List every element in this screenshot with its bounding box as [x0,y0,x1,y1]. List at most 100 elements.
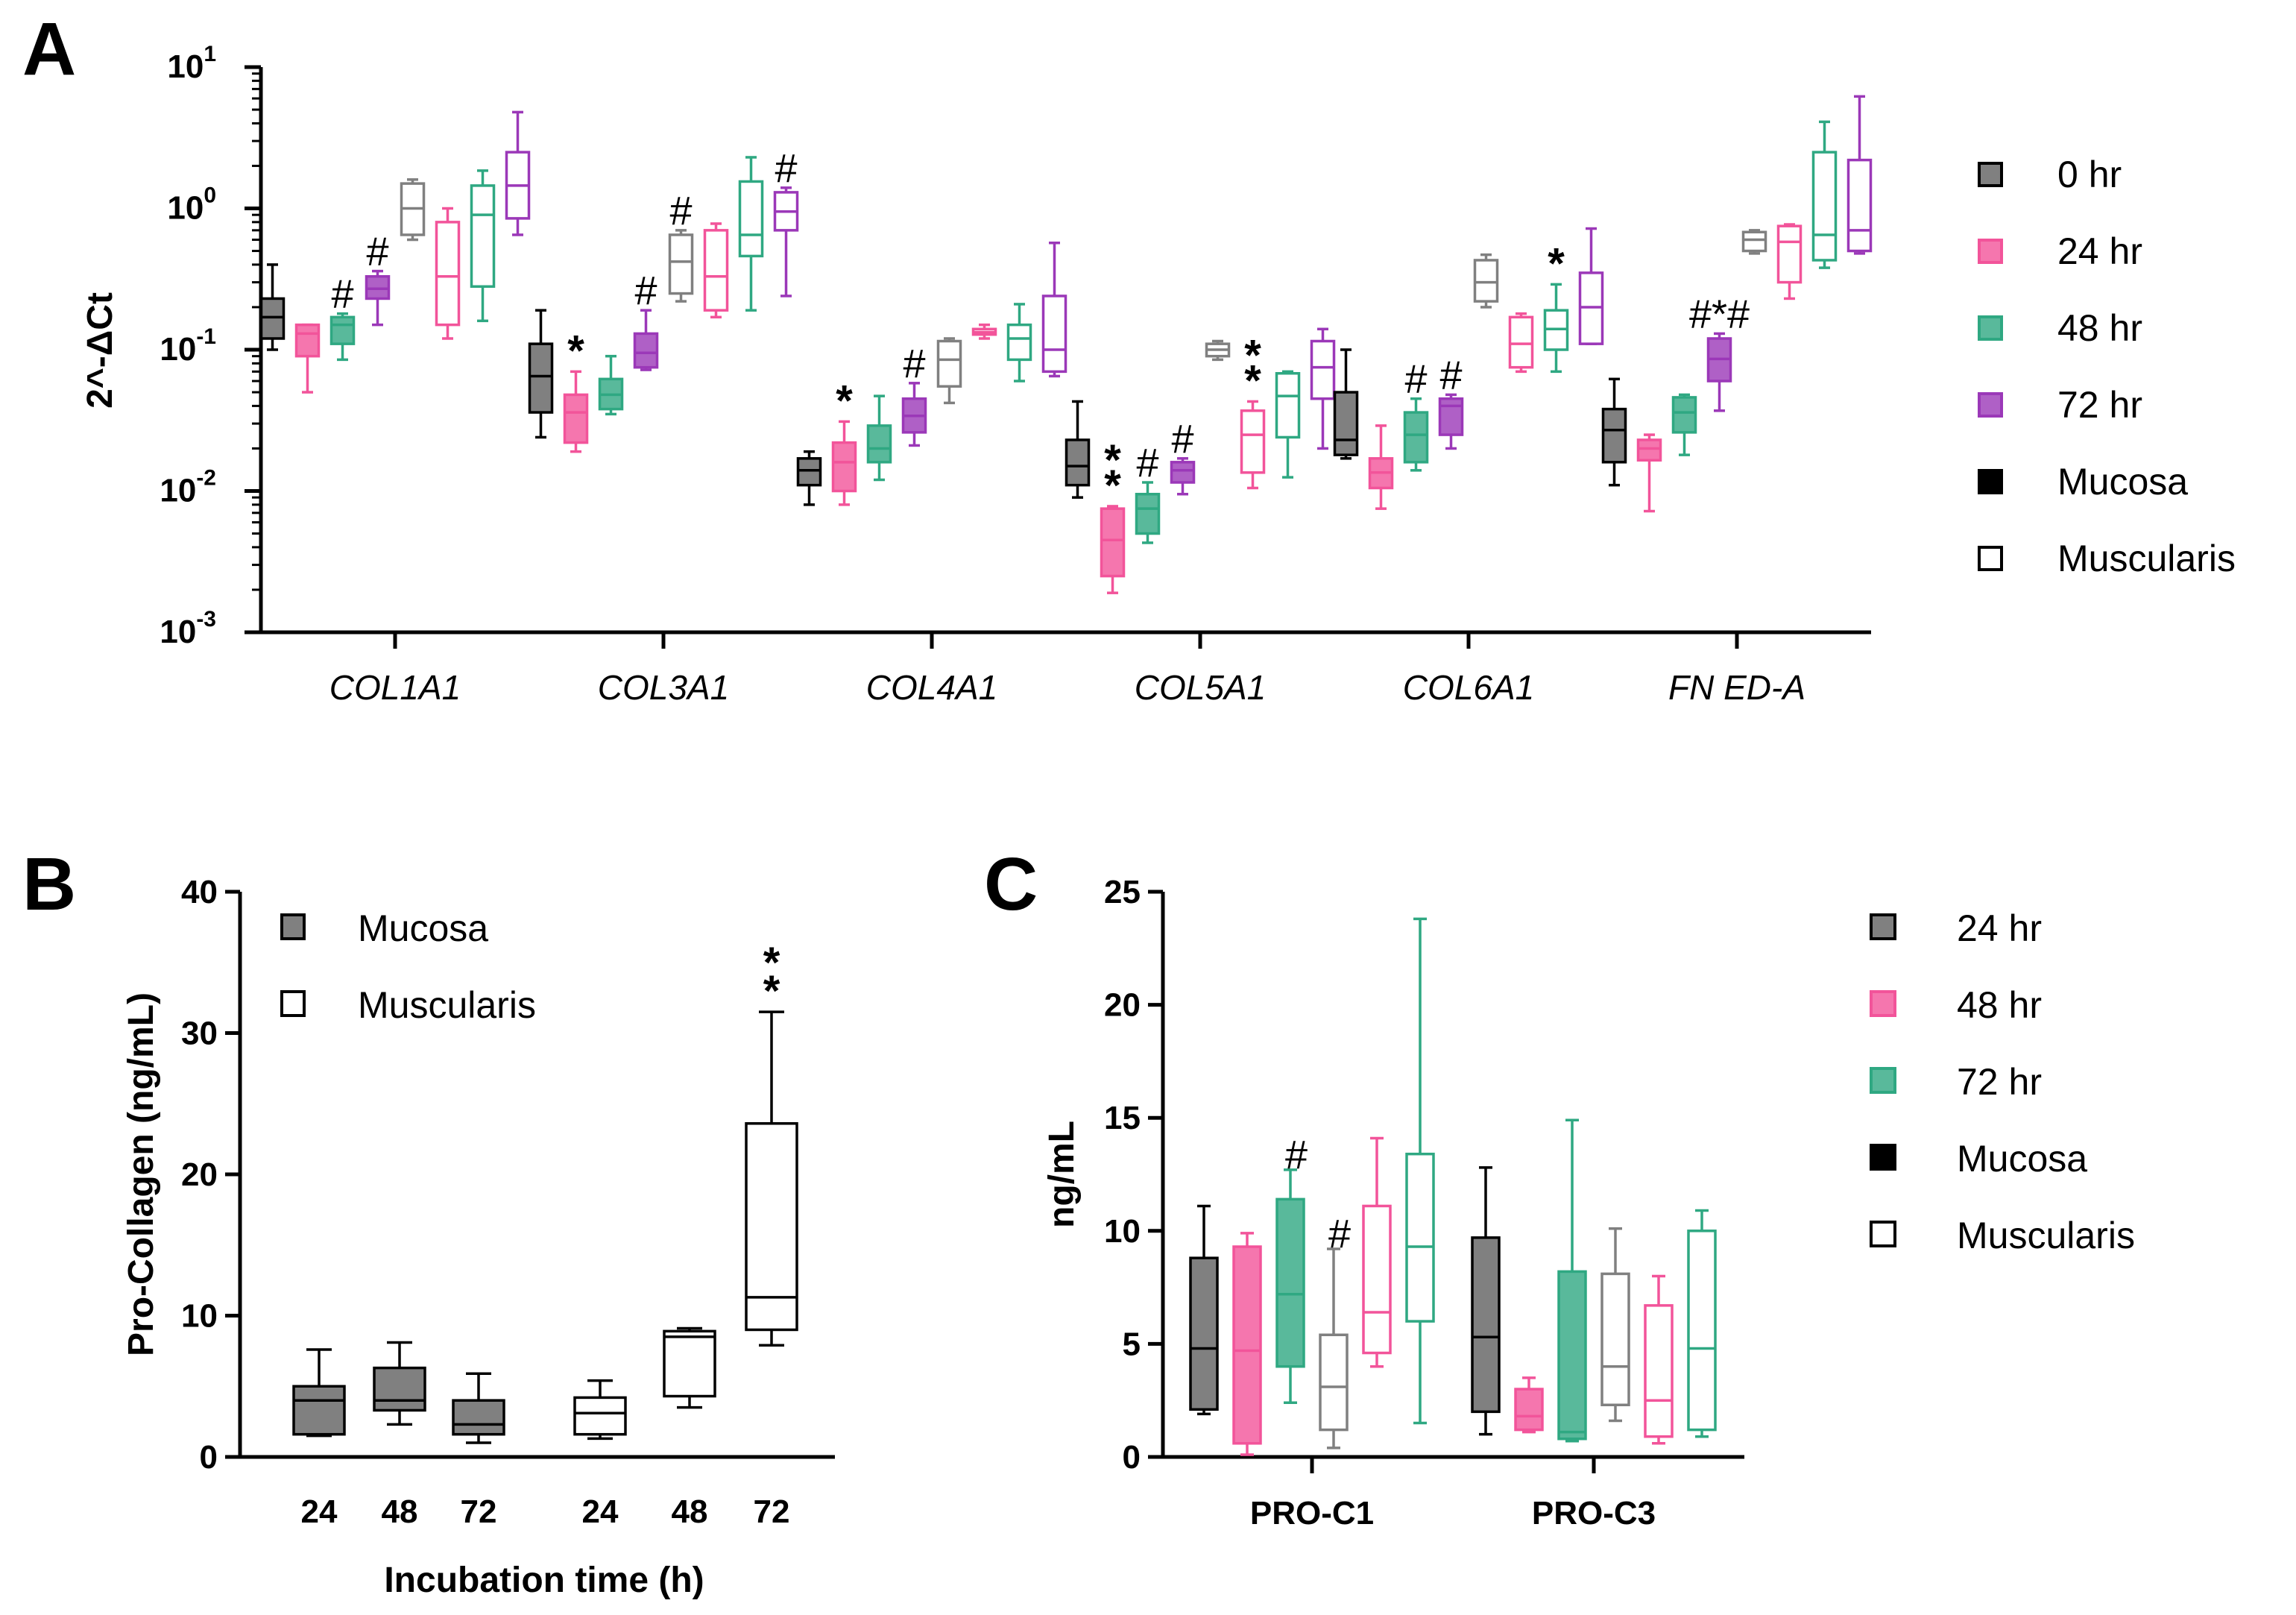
box-pro-c3-4 [1644,1274,1674,1445]
y-tick-exponent: -1 [196,324,216,349]
box-col3a1-1 [563,370,589,453]
box-pro-c3-0 [1471,1166,1501,1436]
y-tick-label: 0 [200,1439,218,1476]
y-tick-label: 10-1 [160,324,216,368]
legend-swatch [1978,469,2003,494]
box-col6a1-0 [1333,348,1359,460]
legend-swatch [1870,1067,1896,1094]
box-fn-ed-a-0 [1601,377,1627,487]
box-col6a1-5 [1508,312,1534,374]
box-pro-c3-3 [1600,1227,1630,1423]
box-iqr [1438,397,1464,436]
significance-marker: * [1104,462,1121,510]
significance-marker: # [1136,441,1158,485]
box-pro-c1-3 [1319,1247,1349,1449]
box-iqr [1671,396,1697,434]
significance-marker: # [331,272,353,317]
box-col4a1-2 [866,394,892,482]
legend-swatch [280,913,306,940]
box-col6a1-1 [1368,424,1394,510]
box-pro-c3-5 [1687,1209,1717,1438]
box-muscularis-72 [745,1010,798,1347]
significance-marker: * [836,377,853,425]
significance-marker: #*# [1689,292,1750,336]
significance-marker: * [763,939,780,987]
x-axis-title: Incubation time (h) [384,1561,704,1600]
panel-c-label: C [984,843,1038,926]
box-iqr [1170,461,1196,484]
box-iqr [1514,1388,1544,1432]
box-iqr [1557,1270,1587,1441]
box-iqr [1644,1304,1674,1438]
legend-label: Muscularis [1957,1215,2135,1256]
y-tick-label: 25 [1104,874,1141,910]
y-axis-title: 2^-ΔCt [81,292,120,409]
x-tick-label: COL5A1 [1135,668,1266,707]
box-col3a1-5 [703,222,729,319]
box-pro-c1-1 [1232,1232,1262,1456]
box-iqr [1471,1236,1501,1414]
legend-label: 72 hr [1957,1061,2042,1103]
box-iqr [1232,1245,1262,1445]
legend-label: 24 hr [2057,230,2142,272]
x-tick-label: PRO-C3 [1532,1495,1656,1531]
legend-swatch [1978,546,2003,571]
box-col4a1-3 [901,382,927,447]
x-tick-label: COL1A1 [329,668,461,707]
box-iqr [1846,158,1873,253]
significance-marker: * [1548,239,1565,288]
legend-label: 48 hr [2057,307,2142,349]
significance-marker: # [366,230,388,274]
legend-label: Mucosa [2057,461,2188,503]
legend-label: Muscularis [358,984,536,1026]
box-pro-c3-2 [1557,1118,1587,1443]
y-tick-exponent: 1 [204,42,216,66]
legend-swatch [1870,913,1896,940]
box-iqr [1687,1230,1717,1432]
box-iqr [373,1366,426,1412]
box-iqr [796,457,822,487]
box-iqr [294,323,321,358]
box-col5a1-6 [1275,370,1301,479]
legend-swatch [1978,239,2003,264]
significance-marker: # [903,341,925,386]
y-tick-label: 15 [1104,1100,1141,1136]
box-iqr [1601,407,1627,464]
box-col1a1-3 [365,269,391,327]
box-fn-ed-a-7 [1846,95,1873,255]
y-tick-label: 10 [181,1298,218,1335]
box-iqr [292,1385,346,1436]
legend-label: Mucosa [1957,1138,2087,1180]
box-iqr [1310,339,1336,400]
box-iqr [1811,151,1838,262]
box-iqr [1473,259,1499,303]
box-col1a1-6 [470,169,496,323]
panel-c-chart: 0 5 10 15 20 25 ng/mL PRO-C1 # # PRO-C3 24 hr 48 hr 7… [1042,874,2135,1531]
box-col4a1-0 [796,450,822,506]
box-col5a1-3 [1170,457,1196,496]
y-tick-label: 20 [1104,987,1141,1024]
legend-swatch [1978,162,2003,187]
legend-swatch [1870,1221,1896,1247]
box-iqr [470,184,496,289]
box-col3a1-2 [598,354,624,416]
box-iqr [1240,409,1266,474]
box-fn-ed-a-3 [1706,332,1732,412]
box-col1a1-1 [294,323,321,394]
y-axis-title: ng/mL [1042,1121,1082,1228]
box-iqr [866,424,892,464]
box-pro-c1-4 [1362,1136,1392,1368]
box-iqr [1041,295,1067,374]
box-iqr [1006,323,1032,362]
box-iqr [1741,230,1767,253]
box-iqr [1508,315,1534,369]
box-iqr [703,229,729,312]
box-fn-ed-a-6 [1811,120,1838,269]
box-col4a1-6 [1006,303,1032,382]
box-col4a1-5 [971,323,997,340]
significance-marker: * [763,967,780,1016]
y-tick-label: 10 [1104,1213,1141,1250]
box-iqr [1636,438,1662,462]
box-iqr [563,393,589,444]
box-iqr [1135,492,1161,535]
